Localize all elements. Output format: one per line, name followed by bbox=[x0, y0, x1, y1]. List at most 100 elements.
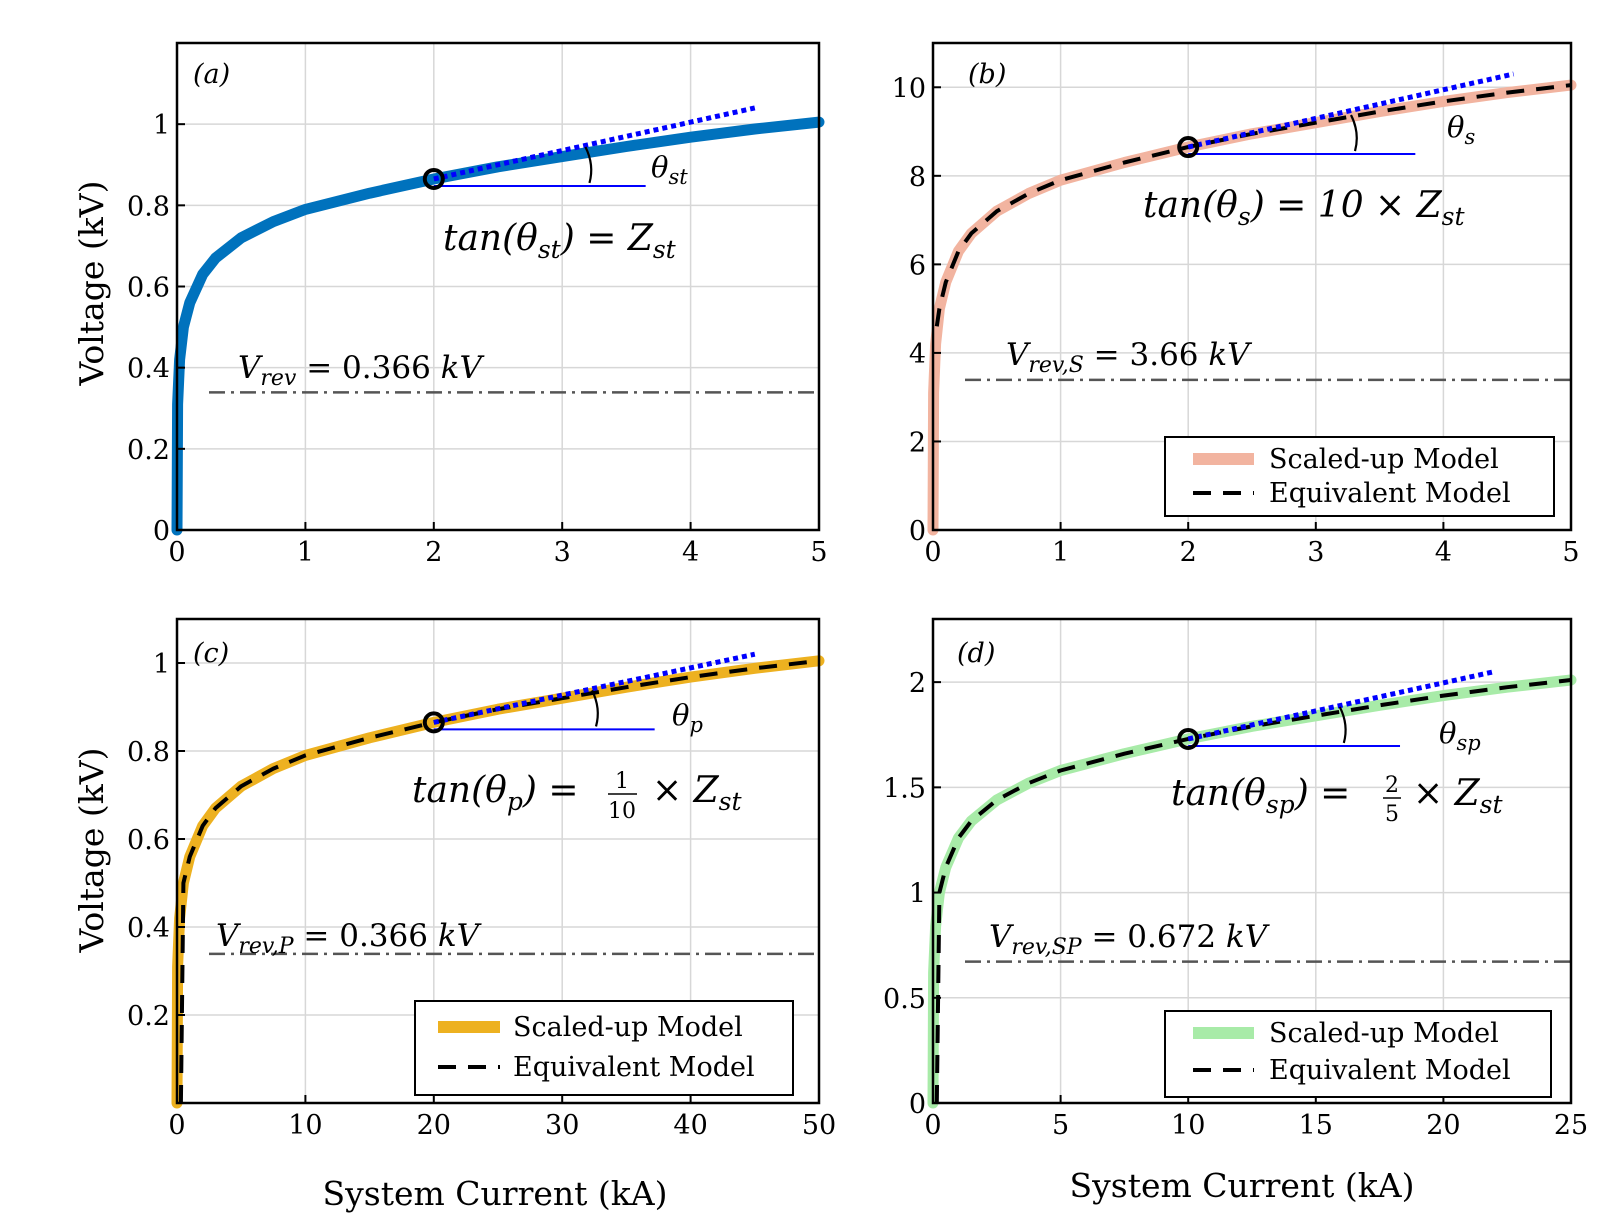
svg-text:10: 10 bbox=[608, 799, 636, 824]
panel-b-legend-scaled: Scaled-up Model bbox=[1269, 444, 1499, 475]
panel-c-angle-label: θp bbox=[672, 698, 703, 737]
panel-c-legend-equivalent: Equivalent Model bbox=[513, 1052, 755, 1083]
panel-d-vrev-label: Vrev,SP = 0.672 kV bbox=[989, 919, 1271, 960]
panel-a-xtick-5: 5 bbox=[810, 537, 827, 568]
panel-a-xtick-4: 4 bbox=[682, 537, 699, 568]
panel-b-ytick-1: 2 bbox=[909, 427, 926, 458]
panel-c-ticks: 0 10 20 30 40 50 0.2 0.4 0.6 0.8 1 bbox=[127, 649, 836, 1141]
panel-a-operating-point bbox=[422, 167, 445, 190]
panel-c-vrev-label: Vrev,P = 0.366 kV bbox=[216, 918, 483, 959]
panel-a-xtick-0: 0 bbox=[168, 537, 185, 568]
panel-c-ytick-4: 1 bbox=[153, 649, 170, 680]
panel-b-tangent bbox=[1177, 71, 1515, 159]
panel-b-ytick-5: 10 bbox=[892, 73, 926, 104]
panel-c-xtick-3: 30 bbox=[545, 1110, 579, 1141]
x-axis-label-right: System Current (kA) bbox=[1070, 1166, 1415, 1205]
x-axis-label-left: System Current (kA) bbox=[323, 1174, 668, 1213]
panel-b-formula: tan(θs) = 10 × Zst bbox=[1143, 185, 1465, 231]
panel-a-ytick-3: 0.6 bbox=[127, 273, 170, 304]
panel-b-vrev-label: Vrev,S = 3.66 kV bbox=[1006, 337, 1253, 378]
panel-a-ticks: 0 1 2 3 4 5 0 0.2 0.4 0.6 0.8 1 bbox=[127, 110, 828, 568]
panel-b-angle-arc bbox=[1350, 114, 1358, 152]
panel-d-xtick-2: 10 bbox=[1171, 1110, 1205, 1141]
panel-d-xtick-5: 25 bbox=[1554, 1110, 1588, 1141]
panel-c-ytick-3: 0.8 bbox=[127, 737, 170, 768]
panel-c-xtick-4: 40 bbox=[673, 1110, 707, 1141]
panel-d-xtick-0: 0 bbox=[924, 1110, 941, 1141]
panel-d-tangent-line bbox=[1187, 669, 1495, 742]
panel-b-angle-label: θs bbox=[1447, 110, 1475, 149]
svg-text:1: 1 bbox=[615, 769, 629, 794]
panel-d-label: (d) bbox=[957, 638, 995, 669]
panel-b-frame bbox=[931, 41, 1573, 532]
panel-b-ytick-0: 0 bbox=[909, 516, 926, 547]
panel-d-xtick-3: 15 bbox=[1299, 1110, 1333, 1141]
panel-d-ytick-2: 1 bbox=[909, 879, 926, 910]
panel-c-xtick-1: 10 bbox=[288, 1110, 322, 1141]
panel-d-legend: Scaled-up Model Equivalent Model bbox=[1164, 1010, 1552, 1098]
panel-b-series-1 bbox=[934, 83, 1572, 327]
panel-b-xtick-3: 3 bbox=[1307, 537, 1324, 568]
panel-d-ytick-1: 0.5 bbox=[883, 984, 926, 1015]
svg-text:tan(θp) =: tan(θp) = bbox=[412, 770, 579, 816]
panel-b-xtick-5: 5 bbox=[1562, 537, 1579, 568]
panel-c-legend: Scaled-up Model Equivalent Model bbox=[414, 1000, 794, 1096]
panel-a-ytick-5: 1 bbox=[153, 110, 170, 141]
panel-a-xtick-2: 2 bbox=[425, 537, 442, 568]
panel-d-ytick-3: 1.5 bbox=[883, 773, 926, 804]
panel-b-xtick-2: 2 bbox=[1180, 537, 1197, 568]
panel-d-frame bbox=[931, 617, 1573, 1105]
panel-d-series bbox=[927, 674, 1577, 1109]
panel-d-ytick-4: 2 bbox=[909, 668, 926, 699]
panel-c-tangent bbox=[422, 651, 756, 734]
panel-a: 0 1 2 3 4 5 0 0.2 0.4 0.6 0.8 1 (a) θst tan(θst) = … bbox=[127, 41, 828, 568]
panel-d-tangent bbox=[1177, 669, 1495, 750]
panel-b-ytick-3: 6 bbox=[909, 250, 926, 281]
panel-d-xtick-4: 20 bbox=[1426, 1110, 1460, 1141]
panel-a-vrev-label: Vrev = 0.366 kV bbox=[238, 350, 485, 391]
panel-a-ytick-0: 0 bbox=[153, 516, 170, 547]
svg-text:5: 5 bbox=[1385, 802, 1399, 827]
panel-b-ticks: 0 1 2 3 4 5 0 2 4 6 8 10 bbox=[892, 73, 1580, 568]
panel-b-label: (b) bbox=[968, 59, 1006, 90]
panel-d-formula: tan(θsp) = 2 5 × Zst bbox=[1171, 773, 1503, 827]
panel-a-xtick-1: 1 bbox=[297, 537, 314, 568]
panel-a-series-0 bbox=[171, 116, 825, 536]
y-axis-label-bottom: Voltage (kV) bbox=[72, 748, 111, 954]
panel-c-formula: tan(θp) = 1 10 × Zst bbox=[412, 769, 742, 824]
panel-d: 0 5 10 15 20 25 0 0.5 1 1.5 2 (d) θsp tan(θsp) = 2… bbox=[883, 617, 1588, 1141]
panel-c-xtick-0: 0 bbox=[168, 1110, 185, 1141]
panel-b-xtick-0: 0 bbox=[924, 537, 941, 568]
panel-a-series bbox=[171, 116, 825, 536]
panel-c-angle-arc bbox=[591, 689, 599, 727]
panel-a-tangent bbox=[422, 105, 756, 190]
panel-c-legend-scaled: Scaled-up Model bbox=[513, 1012, 743, 1043]
panel-d-ytick-0: 0 bbox=[909, 1089, 926, 1120]
panel-c-ytick-2: 0.6 bbox=[127, 825, 170, 856]
y-axis-label-top: Voltage (kV) bbox=[72, 181, 111, 387]
panel-d-legend-equivalent: Equivalent Model bbox=[1269, 1055, 1511, 1086]
panel-d-xtick-1: 5 bbox=[1052, 1110, 1069, 1141]
panel-a-angle-arc bbox=[584, 146, 593, 184]
panel-c-frame bbox=[175, 617, 821, 1105]
panel-a-ytick-1: 0.2 bbox=[127, 435, 170, 466]
panel-b-legend-equivalent: Equivalent Model bbox=[1269, 478, 1511, 509]
panel-c-ytick-0: 0.2 bbox=[127, 1001, 170, 1032]
panel-a-tangent-line bbox=[433, 105, 756, 182]
panel-b-ytick-2: 4 bbox=[909, 339, 926, 370]
panel-a-xtick-3: 3 bbox=[554, 537, 571, 568]
panel-c-label: (c) bbox=[193, 638, 229, 669]
panel-b-ytick-4: 8 bbox=[909, 162, 926, 193]
panel-c-operating-point bbox=[422, 711, 445, 734]
panel-a-ytick-4: 0.8 bbox=[127, 191, 170, 222]
svg-text:tan(θsp) =: tan(θsp) = bbox=[1171, 773, 1350, 819]
panel-a-angle-label: θst bbox=[651, 150, 688, 189]
panel-c-xtick-2: 20 bbox=[417, 1110, 451, 1141]
panel-a-label: (a) bbox=[193, 59, 230, 90]
panel-a-ytick-2: 0.4 bbox=[127, 354, 170, 385]
panel-c-tangent-line bbox=[433, 651, 756, 725]
svg-text:× Zst: × Zst bbox=[652, 770, 742, 816]
panel-d-angle-label: θsp bbox=[1439, 716, 1481, 755]
